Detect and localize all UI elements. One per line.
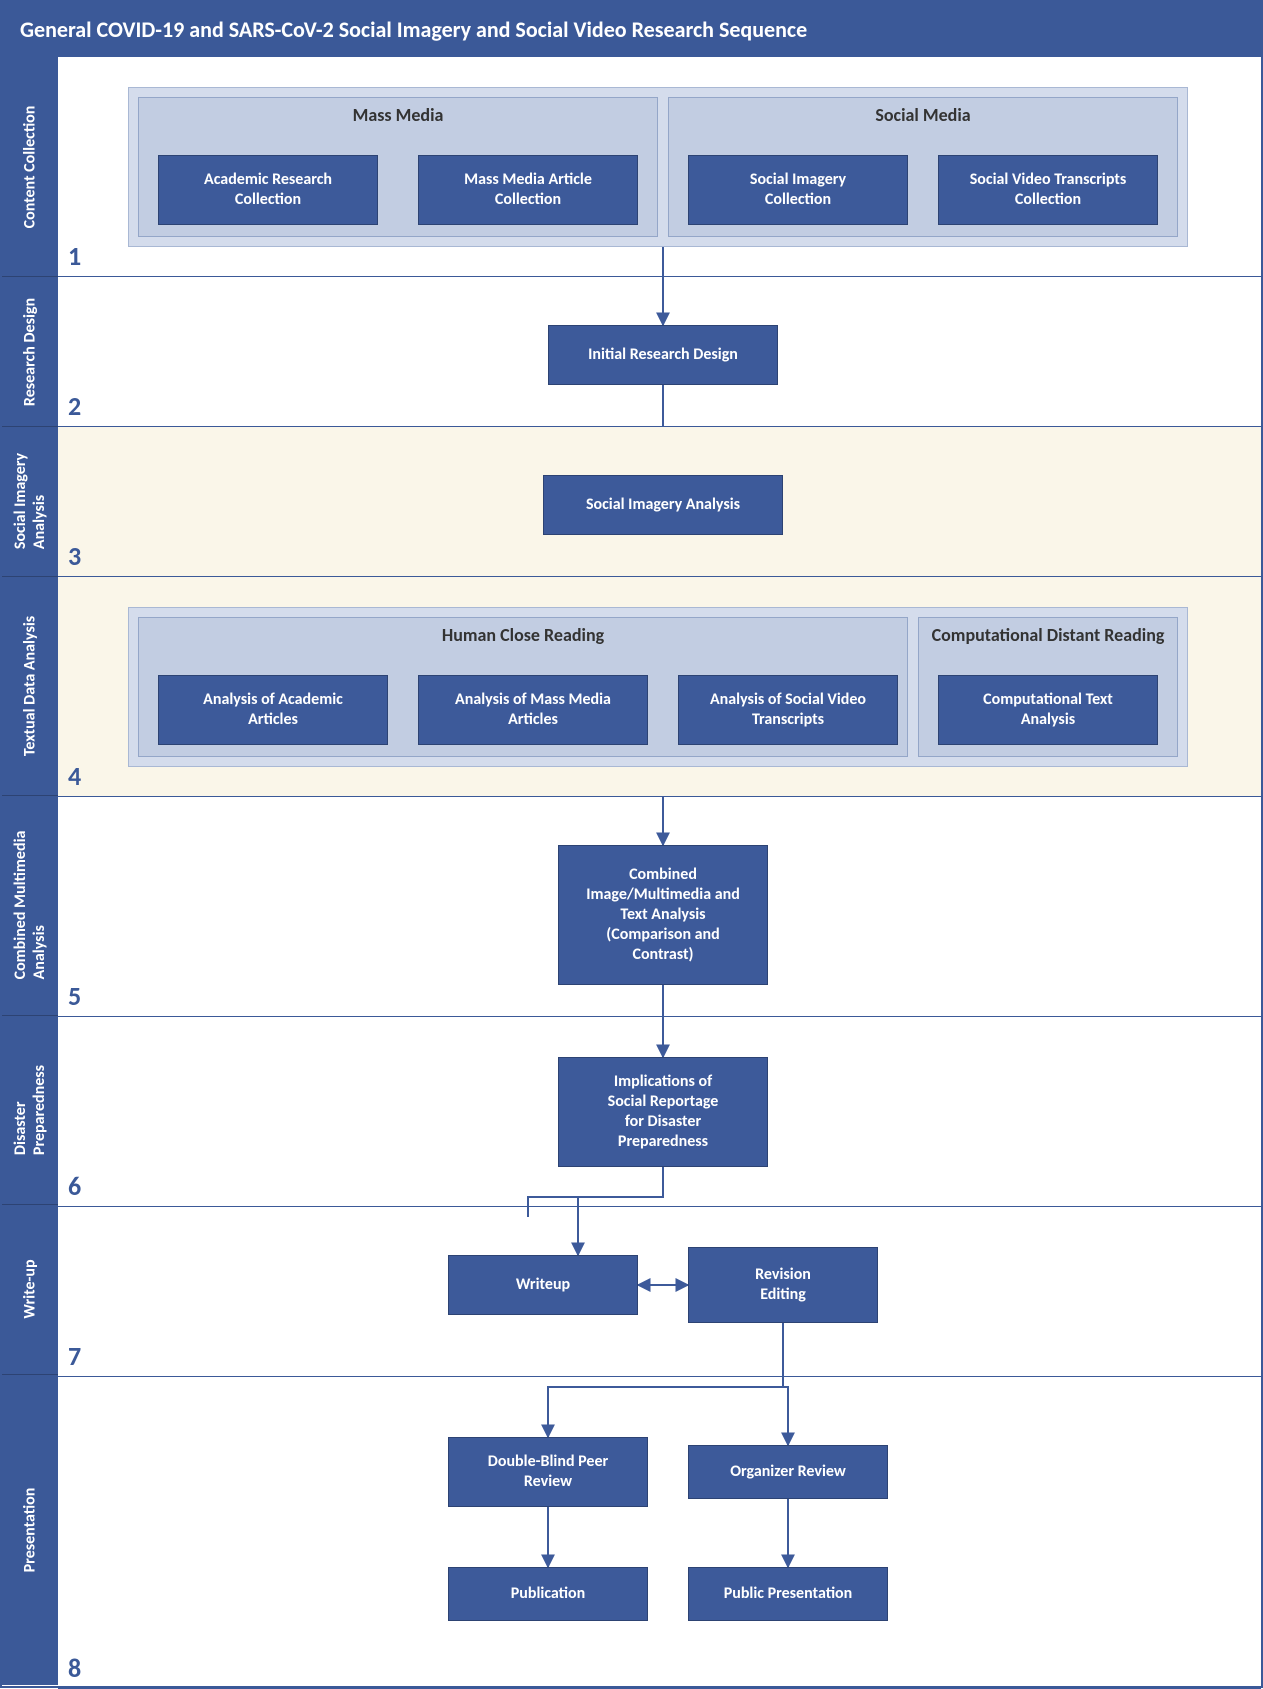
title-bar: General COVID-19 and SARS-CoV-2 Social I… [2,2,1261,57]
rail-8: Presentation [2,1374,58,1685]
stage-num-3: 3 [68,540,81,572]
stage-num-1: 1 [68,240,81,272]
node-s8_c: Publication [448,1567,648,1621]
rail-6: DisasterPreparedness [2,1015,58,1205]
node-s5_a: CombinedImage/Multimedia andText Analysi… [558,845,768,985]
node-s6_a: Implications ofSocial Reportagefor Disas… [558,1057,768,1167]
stage-num-5: 5 [68,980,81,1012]
group-title-s4_comp: Computational Distant Reading [919,618,1177,650]
node-s7_a: Writeup [448,1255,638,1315]
rail-label-1: Content Collection [21,105,40,228]
rail-1: Content Collection [2,57,58,276]
rail-label-4: Textual Data Analysis [21,616,40,756]
node-s8_b: Organizer Review [688,1445,888,1499]
node-s1_d: Social Video TranscriptsCollection [938,155,1158,225]
page-title: General COVID-19 and SARS-CoV-2 Social I… [20,16,807,43]
stage-8: 8 [58,1377,1261,1689]
stage-num-4: 4 [68,760,81,792]
group-title-s1_mass: Mass Media [139,98,657,130]
node-s2_a: Initial Research Design [548,325,778,385]
node-s4_b: Analysis of Mass MediaArticles [418,675,648,745]
node-s7_b: RevisionEditing [688,1247,878,1323]
group-title-s1_social: Social Media [669,98,1177,130]
stage-num-7: 7 [68,1340,81,1372]
rail-label-2: Research Design [21,298,40,406]
left-rail: Content Collection Research Design Social … [2,57,58,1685]
rail-3: Social ImageryAnalysis [2,426,58,576]
body-area: Content Collection Research Design Social … [2,57,1261,1685]
node-s3_a: Social Imagery Analysis [543,475,783,535]
node-s8_a: Double-Blind PeerReview [448,1437,648,1507]
stage-num-2: 2 [68,390,81,422]
diagram-frame: General COVID-19 and SARS-CoV-2 Social I… [0,0,1263,1688]
rail-2: Research Design [2,276,58,426]
node-s8_d: Public Presentation [688,1567,888,1621]
node-s4_a: Analysis of AcademicArticles [158,675,388,745]
rail-label-6: DisasterPreparedness [11,1065,49,1155]
stage-area: 1 2 3 4 5 6 7 8 Mass Media Social Media Human Clos… [58,57,1261,1685]
stage-7: 7 [58,1207,1261,1377]
rail-5: Combined MultimediaAnalysis [2,795,58,1014]
rail-label-8: Presentation [21,1488,40,1573]
node-s1_a: Academic ResearchCollection [158,155,378,225]
stage-num-6: 6 [68,1170,81,1202]
rail-7: Write-up [2,1204,58,1374]
rail-label-3: Social ImageryAnalysis [11,453,49,549]
node-s1_b: Mass Media ArticleCollection [418,155,638,225]
node-s1_c: Social ImageryCollection [688,155,908,225]
rail-label-5: Combined MultimediaAnalysis [11,831,49,980]
node-s4_c: Analysis of Social VideoTranscripts [678,675,898,745]
group-title-s4_human: Human Close Reading [139,618,907,650]
rail-label-7: Write-up [21,1260,40,1319]
stage-num-8: 8 [68,1652,81,1684]
rail-4: Textual Data Analysis [2,576,58,795]
node-s4_d: Computational TextAnalysis [938,675,1158,745]
